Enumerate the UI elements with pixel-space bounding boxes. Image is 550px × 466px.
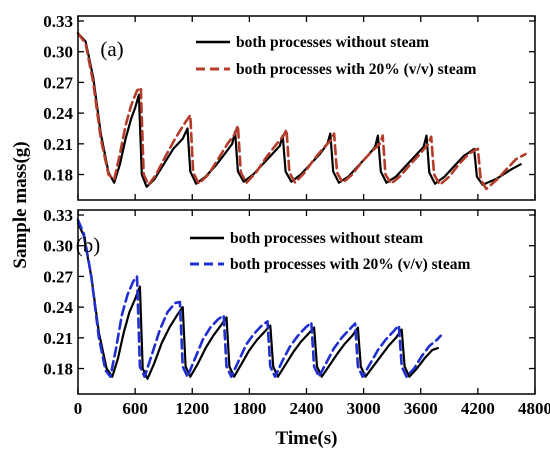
panel-b-series-2-line [76, 218, 442, 378]
panel-b-x-tick-label: 3600 [404, 399, 438, 418]
panel-b-y-tick-label: 0.33 [43, 206, 73, 225]
panel-b-legend-label-1: both processes without steam [230, 230, 423, 247]
panel-a-legend-label-1: both processes without steam [236, 34, 429, 51]
panel-a-series-2-line [76, 31, 527, 191]
panel-b-legend-label-2: both processes with 20% (v/v) steam [230, 256, 470, 273]
panel-a-y-tick-label: 0.27 [43, 73, 73, 92]
panel-b-x-tick-label: 0 [74, 399, 83, 418]
panel-b-y-tick-label: 0.30 [43, 237, 73, 256]
panel-a-y-tick-label: 0.18 [43, 166, 73, 185]
panel-b-x-tick-label: 600 [122, 399, 148, 418]
panel-b-x-tick-label: 1200 [175, 399, 209, 418]
panel-a-label: (a) [100, 37, 123, 61]
panel-a-y-tick-label: 0.30 [43, 43, 73, 62]
panel-b-x-tick-label: 1800 [232, 399, 266, 418]
panel-a-legend-label-2: both processes with 20% (v/v) steam [236, 61, 476, 78]
panel-b-y-tick-label: 0.24 [43, 298, 73, 317]
panel-b-x-tick-label: 4200 [461, 399, 495, 418]
panel-b-y-tick-label: 0.18 [43, 360, 73, 379]
panel-a-series-1-line [76, 32, 522, 188]
panel-a-y-tick-label: 0.33 [43, 12, 73, 31]
x-axis-title: Time(s) [276, 428, 338, 449]
panel-a-y-tick-label: 0.24 [43, 104, 73, 123]
panel-b-x-tick-label: 2400 [290, 399, 324, 418]
panel-a-y-tick-label: 0.21 [43, 135, 73, 154]
y-axis-title: Sample mass(g) [10, 141, 31, 268]
panel-b-y-tick-label: 0.27 [43, 267, 73, 286]
panel-b-x-tick-label: 4800 [518, 399, 550, 418]
panel-b-x-tick-label: 3000 [347, 399, 381, 418]
panel-b-y-tick-label: 0.21 [43, 329, 73, 348]
panel-b-label: (b) [76, 233, 101, 257]
